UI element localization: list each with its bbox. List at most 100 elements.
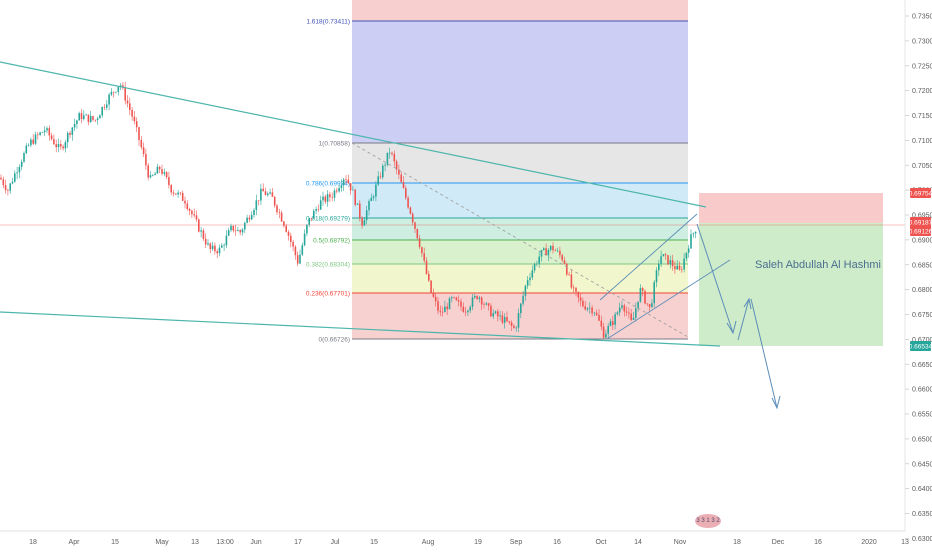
candle-body <box>108 94 110 105</box>
candle-body <box>375 184 377 197</box>
candle-body <box>632 317 635 320</box>
trendline-upper <box>0 61 707 208</box>
candle-body <box>237 230 239 232</box>
candle-body <box>416 228 419 239</box>
candle-body <box>533 264 536 271</box>
candle-body <box>359 203 361 218</box>
arrow-head-1 <box>726 320 737 335</box>
candle-body <box>409 207 412 214</box>
candle-body <box>687 248 690 253</box>
svg-text:0.69754: 0.69754 <box>909 190 932 197</box>
candle-body <box>418 238 421 248</box>
arrow-path-1 <box>696 223 734 334</box>
candle-body <box>501 315 504 323</box>
candle-body <box>478 297 481 300</box>
candle-body <box>248 217 251 220</box>
fib-zone-top <box>352 0 688 21</box>
trendlines[interactable] <box>0 61 731 347</box>
candle-body <box>545 248 547 256</box>
candle-body <box>329 194 331 198</box>
candle-body <box>246 217 248 223</box>
candle-body <box>612 321 614 325</box>
channel-line-lower <box>606 259 731 340</box>
candle-body <box>225 235 228 246</box>
candle-body <box>209 243 212 250</box>
candle-body <box>154 173 156 176</box>
svg-text:0.66534: 0.66534 <box>909 343 932 350</box>
candle-body <box>308 218 310 225</box>
x-tick-label: Jul <box>331 539 340 546</box>
candle-body <box>464 311 467 313</box>
candle-body <box>391 152 393 154</box>
candle-body <box>313 210 315 219</box>
candle-body <box>556 250 559 252</box>
candle-body <box>211 245 214 250</box>
x-tick-label: 18 <box>29 539 37 546</box>
candle-body <box>264 191 267 196</box>
candle-body <box>193 214 195 216</box>
candle-body <box>4 185 7 191</box>
candle-body <box>593 312 596 314</box>
candle-body <box>584 306 586 310</box>
candle-body <box>11 181 14 184</box>
candle-body <box>241 229 244 233</box>
candle-body <box>223 245 225 246</box>
candle-body <box>269 192 271 194</box>
candle-body <box>23 153 25 162</box>
projection-arrows[interactable] <box>696 223 781 410</box>
fib-level-label: 0.5(0.68792) <box>313 238 350 245</box>
candle-body <box>462 306 465 312</box>
candle-body <box>543 248 545 251</box>
candle-body <box>690 234 692 249</box>
candle-body <box>609 321 612 327</box>
candle-body <box>368 201 370 211</box>
candle-body <box>490 305 492 317</box>
candle-body <box>262 188 264 192</box>
candle-body <box>234 230 237 232</box>
candle-body <box>177 192 179 195</box>
candle-body <box>41 132 44 133</box>
candle-body <box>214 245 216 252</box>
time-axis[interactable]: 18 Apr 15 May 13 13:00 Jun 17 Jul 15 Aug 19 Sep 16 Oct… <box>29 539 909 546</box>
candle-body <box>421 247 423 254</box>
candle-body <box>474 295 476 298</box>
candle-body <box>646 303 649 305</box>
candle-body <box>623 305 626 312</box>
candle-body <box>257 200 260 201</box>
candle-body <box>147 165 149 178</box>
candle-body <box>554 250 557 251</box>
candle-body <box>53 139 55 145</box>
arrow-path-2 <box>737 298 750 341</box>
candle-body <box>287 231 290 236</box>
candle-body <box>538 256 540 264</box>
candle-body <box>570 274 573 288</box>
candle-body <box>32 139 34 144</box>
candle-body <box>598 314 600 321</box>
price-tag: 0.69187 <box>909 217 932 227</box>
candle-body <box>425 260 428 274</box>
candle-body <box>497 311 499 317</box>
candle-body <box>30 139 32 146</box>
candle-body <box>158 166 161 170</box>
candle-body <box>365 210 368 221</box>
candle-body <box>513 325 515 328</box>
x-tick-label: 16 <box>814 539 822 546</box>
candle-body <box>372 196 375 198</box>
candle-body <box>175 193 177 195</box>
candle-body <box>395 161 398 170</box>
candle-body <box>294 246 297 256</box>
candle-body <box>170 185 172 193</box>
candle-body <box>635 308 637 318</box>
candle-body <box>218 247 221 254</box>
candle-body <box>112 91 115 93</box>
candle-body <box>494 311 497 314</box>
